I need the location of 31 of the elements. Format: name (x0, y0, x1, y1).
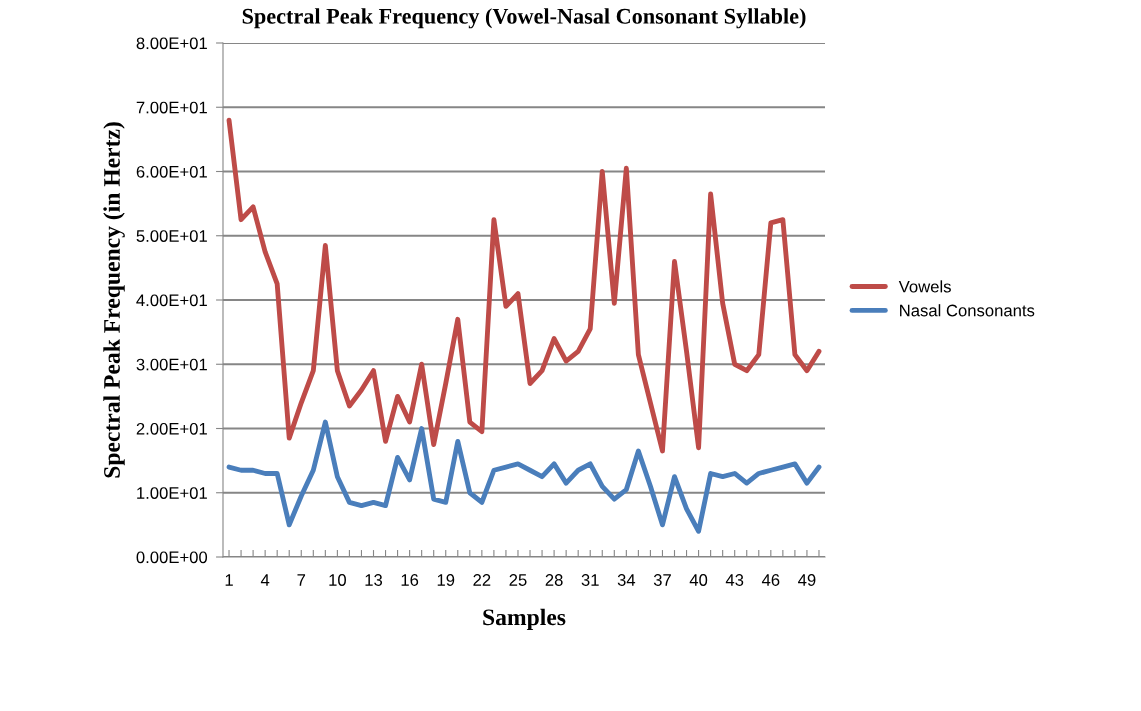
x-tick-label: 19 (437, 574, 455, 586)
chart-title: Spectral Peak Frequency (Vowel-Nasal Consonant Syllable) (242, 8, 806, 29)
x-tick-label: 13 (365, 574, 383, 586)
x-tick-label: 4 (260, 574, 270, 586)
y-tick-label: 6.00E+01 (136, 165, 207, 178)
y-tick-label: 7.00E+01 (136, 101, 207, 114)
y-tick-label: 8.00E+01 (136, 37, 207, 50)
x-tick-label: 31 (581, 574, 599, 586)
y-tick-label: 4.00E+01 (136, 294, 207, 307)
legend-label: Nasal Consonants (900, 304, 1035, 317)
y-tick-label: 0.00E+00 (136, 551, 208, 564)
x-tick-label: 7 (297, 574, 306, 586)
x-axis-title: Samples (483, 608, 566, 631)
x-tick-label: 43 (725, 574, 744, 586)
x-tick-label: 22 (473, 574, 491, 586)
x-tick-label: 25 (509, 574, 527, 586)
x-tick-label: 37 (653, 574, 671, 586)
x-tick-label: 16 (401, 574, 419, 586)
x-tick-label: 46 (761, 574, 780, 586)
y-tick-label: 2.00E+01 (136, 422, 207, 435)
x-tick-label: 28 (545, 574, 563, 586)
y-tick-label: 3.00E+01 (136, 358, 207, 371)
y-axis-title: Spectral Peak Frequency (in Hertz) (103, 122, 125, 478)
y-tick-label: 5.00E+01 (136, 230, 207, 242)
legend-label: Vowels (898, 280, 951, 293)
x-tick-label: 10 (329, 574, 346, 586)
x-tick-label: 49 (798, 574, 816, 586)
x-tick-label: 1 (225, 574, 233, 586)
y-tick-label: 1.00E+01 (137, 487, 207, 499)
x-tick-label: 40 (689, 574, 708, 586)
x-tick-label: 34 (617, 574, 636, 586)
